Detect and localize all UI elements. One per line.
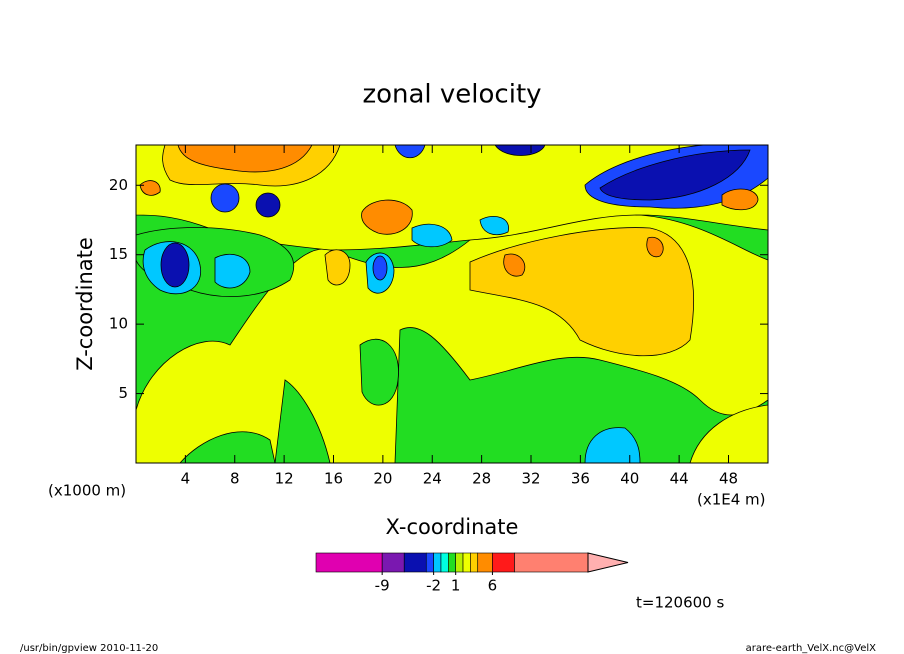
chart-title: zonal velocity: [362, 80, 541, 110]
y-tick-label: 20: [109, 176, 128, 194]
colorbar-tick-label: -9: [375, 577, 390, 595]
contour-field: [136, 145, 768, 463]
x-tick-label: 20: [373, 470, 392, 488]
colorbar: -9 -2 1 6: [315, 552, 589, 595]
colorbar-segment: [403, 552, 427, 573]
footer-left: /usr/bin/gpview 2010-11-20: [20, 643, 158, 654]
footer-right: arare-earth_VelX.nc@VelX: [746, 643, 877, 654]
x-scale: (x1E4 m): [697, 491, 766, 509]
x-tick-label: 8: [230, 470, 240, 488]
colorbar-segment: [433, 552, 442, 573]
colorbar-segment: [470, 552, 479, 573]
colorbar-segment: [492, 552, 515, 573]
colorbar-segment: [315, 552, 383, 573]
x-axis-title: X-coordinate: [386, 515, 519, 539]
x-tick-label: 24: [423, 470, 442, 488]
colorbar-segment: [477, 552, 493, 573]
y-tick-label: 15: [109, 245, 128, 263]
y-tick-label: 5: [118, 384, 128, 402]
x-tick-label: 4: [181, 470, 191, 488]
colorbar-segment: [440, 552, 449, 573]
y-axis-title: Z-coordinate: [73, 237, 97, 371]
x-tick-label: 40: [620, 470, 639, 488]
colorbar-segment: [425, 552, 434, 573]
x-tick-label: 48: [719, 470, 738, 488]
x-tick-label: 32: [521, 470, 540, 488]
x-tick-label: 12: [275, 470, 294, 488]
x-tick-label: 16: [324, 470, 343, 488]
x-unit: (x1000 m): [48, 482, 126, 500]
colorbar-segment: [514, 552, 589, 573]
colorbar-segment: [381, 552, 405, 573]
colorbar-extension: [587, 552, 629, 573]
x-tick-label: 36: [571, 470, 590, 488]
y-tick-label: 10: [109, 315, 128, 333]
x-tick-label: 44: [670, 470, 689, 488]
colorbar-segment: [462, 552, 471, 573]
colorbar-tick-label: -2: [426, 577, 441, 595]
plot-frame: [135, 144, 769, 464]
time-label: t=120600 s: [636, 594, 724, 612]
x-tick-label: 28: [472, 470, 491, 488]
colorbar-segment: [448, 552, 456, 573]
colorbar-tick-label: 6: [488, 577, 498, 595]
colorbar-tick-label: 1: [451, 577, 461, 595]
colorbar-segment: [455, 552, 464, 573]
